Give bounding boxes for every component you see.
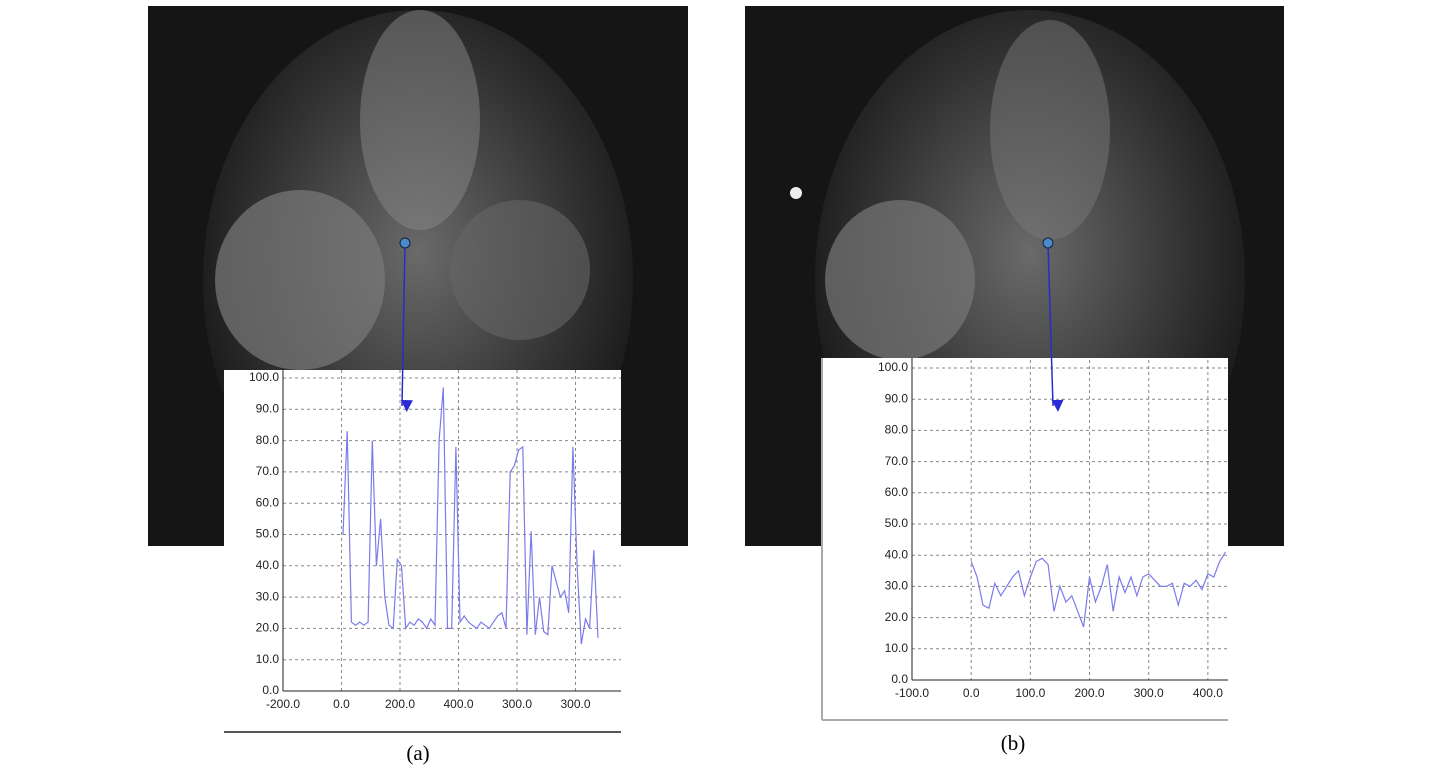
- y-tick-label: 50.0: [256, 527, 280, 541]
- y-tick-label: 0.0: [262, 683, 279, 697]
- x-tick-label: 100.0: [1015, 686, 1045, 700]
- chart-a: 0.0 10.0 20.0 30.0 40.0 50.0 60.0 70.0 80.0 90.0 1…: [249, 370, 641, 711]
- probe-point: [399, 237, 411, 249]
- y-tick-label: 0.0: [891, 672, 908, 686]
- x-tick-label: 300.0: [502, 697, 532, 711]
- x-tick-label: 200.0: [1075, 686, 1105, 700]
- x-tick-label: 400.0: [1193, 686, 1223, 700]
- x-tick-label: 0.0: [333, 697, 350, 711]
- chart-b: 0.0 10.0 20.0 30.0 40.0 50.0 60.0 70.0 80.0 90.0 1…: [878, 358, 1228, 700]
- y-tick-label: 40.0: [256, 558, 280, 572]
- x-tick-label: 300.0: [560, 697, 590, 711]
- probe-point: [1042, 237, 1054, 249]
- x-tick-label: 10: [627, 697, 641, 711]
- y-tick-label: 30.0: [885, 579, 909, 593]
- plot-panel-a: [224, 370, 621, 732]
- y-tick-label: 60.0: [885, 485, 909, 499]
- x-tick-label: 0.0: [963, 686, 980, 700]
- y-tick-label: 80.0: [256, 433, 280, 447]
- probe-arrow: [1047, 242, 1064, 412]
- y-tick-label: 100.0: [878, 360, 908, 374]
- y-tick-label: 10.0: [256, 652, 280, 666]
- plot-panel-b: [822, 358, 1228, 720]
- y-tick-label: 30.0: [256, 589, 280, 603]
- y-tick-label: 90.0: [256, 401, 280, 415]
- y-tick-label: 80.0: [885, 423, 909, 437]
- data-line: [970, 551, 1227, 628]
- y-tick-label: 40.0: [885, 547, 909, 561]
- y-tick-label: 70.0: [256, 464, 280, 478]
- y-tick-label: 70.0: [885, 454, 909, 468]
- y-tick-label: 10.0: [885, 641, 909, 655]
- y-tick-label: 50.0: [885, 516, 909, 530]
- data-line: [342, 387, 599, 645]
- y-tick-label: 20.0: [256, 621, 280, 635]
- x-tick-label: 400.0: [443, 697, 473, 711]
- y-tick-label: 100.0: [249, 370, 279, 384]
- x-tick-label: 300.0: [1134, 686, 1164, 700]
- y-tick-label: 60.0: [256, 495, 280, 509]
- y-tick-label: 90.0: [885, 391, 909, 405]
- x-tick-label: 200.0: [385, 697, 415, 711]
- caption: (a): [406, 741, 429, 765]
- probe-arrow: [400, 242, 413, 413]
- x-tick-label: -200.0: [266, 697, 300, 711]
- caption: (b): [1001, 731, 1026, 755]
- y-tick-label: 20.0: [885, 610, 909, 624]
- x-tick-label: -100.0: [895, 686, 929, 700]
